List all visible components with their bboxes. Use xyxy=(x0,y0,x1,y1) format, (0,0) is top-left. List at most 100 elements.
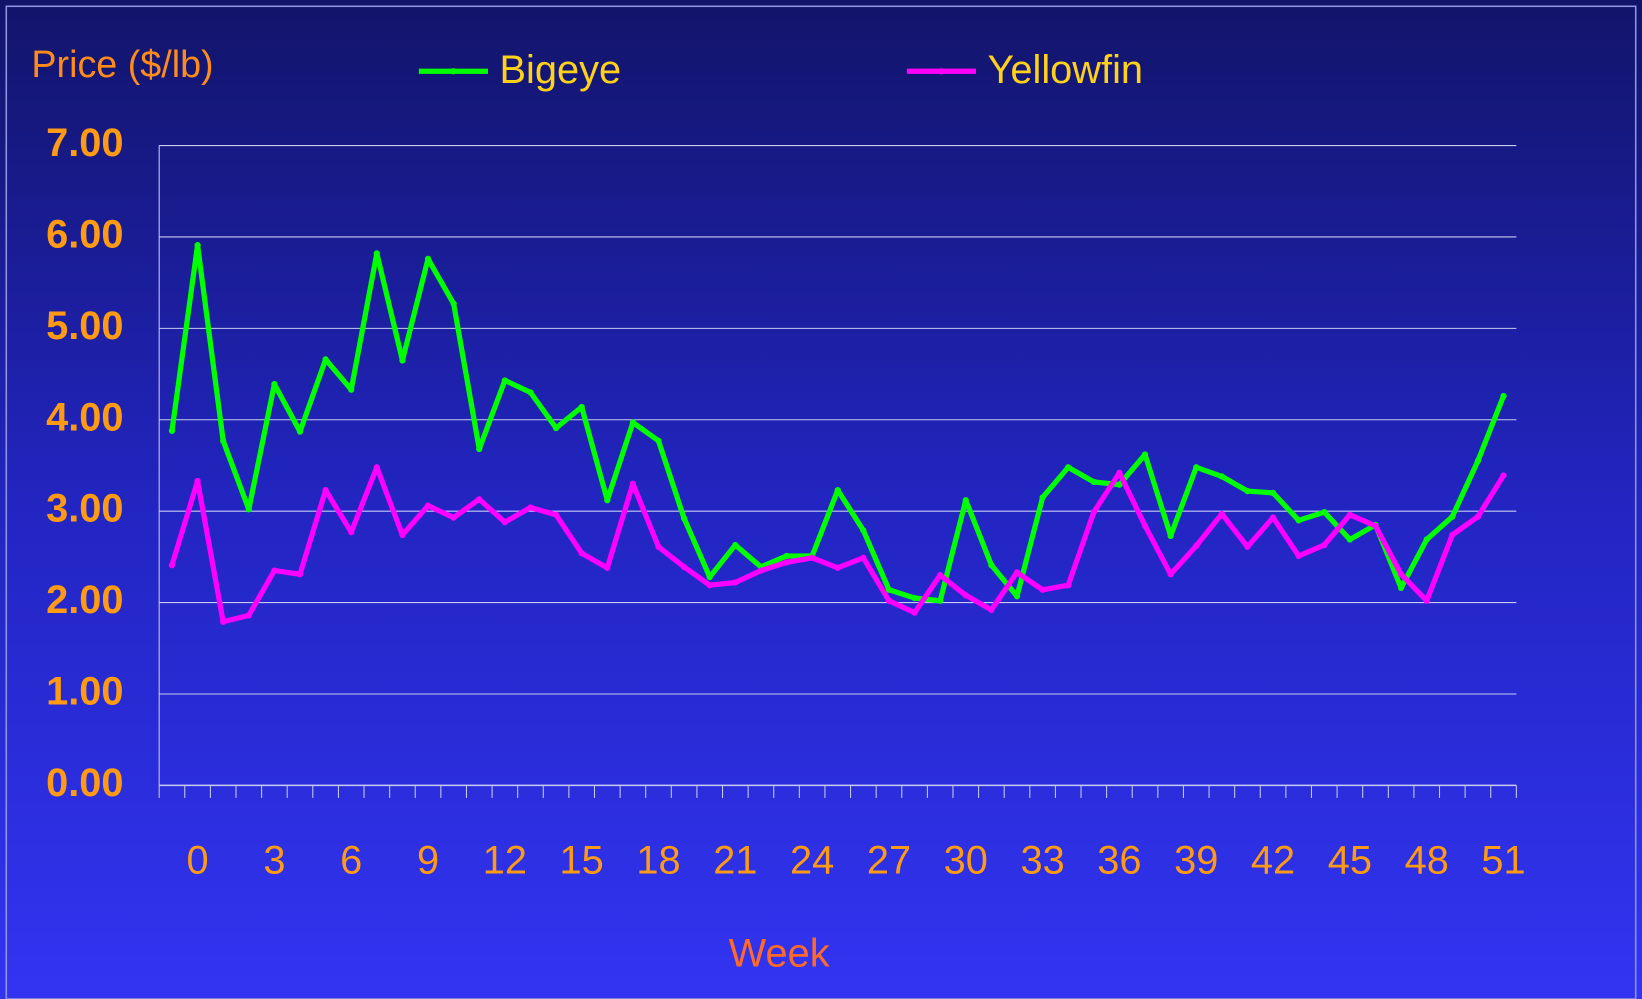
x-tick-label: 42 xyxy=(1251,838,1295,882)
x-tick-label: 39 xyxy=(1174,838,1218,882)
point xyxy=(373,250,380,257)
point xyxy=(783,552,790,560)
point xyxy=(527,389,534,396)
point xyxy=(1474,457,1482,465)
point xyxy=(168,561,176,569)
x-tick-label: 33 xyxy=(1020,838,1064,882)
x-tick-label: 9 xyxy=(417,838,439,882)
x-axis-label: Week xyxy=(729,932,830,976)
x-tick-label: 21 xyxy=(713,838,757,882)
point xyxy=(834,564,841,571)
point xyxy=(578,403,585,411)
point xyxy=(1116,469,1123,476)
point xyxy=(220,618,227,625)
point xyxy=(680,515,688,522)
point xyxy=(501,377,509,384)
point xyxy=(706,582,713,589)
point xyxy=(1423,597,1430,604)
point xyxy=(424,502,432,509)
legend-marker xyxy=(938,68,945,75)
point xyxy=(1372,522,1379,529)
x-tick-label: 3 xyxy=(263,838,285,882)
point xyxy=(348,529,355,536)
point xyxy=(937,572,944,579)
point xyxy=(322,487,329,494)
point xyxy=(194,242,201,249)
x-tick-label: 15 xyxy=(560,838,604,882)
point xyxy=(1295,517,1302,524)
point xyxy=(168,427,176,434)
point xyxy=(245,612,252,619)
point xyxy=(399,531,406,539)
point xyxy=(962,592,969,599)
point xyxy=(1167,532,1174,539)
point xyxy=(476,496,483,503)
point xyxy=(450,300,457,307)
point xyxy=(1474,513,1482,520)
point xyxy=(1269,489,1277,497)
point xyxy=(1065,464,1072,471)
point xyxy=(1449,531,1456,539)
point xyxy=(706,573,713,581)
legend-label: Bigeye xyxy=(500,48,622,92)
point xyxy=(348,386,355,393)
point xyxy=(1321,508,1328,516)
point xyxy=(629,480,637,487)
point xyxy=(322,356,329,363)
point xyxy=(1065,582,1072,589)
point xyxy=(527,504,534,511)
point xyxy=(988,561,995,569)
x-tick-label: 24 xyxy=(790,838,834,882)
point xyxy=(1346,536,1354,543)
point xyxy=(424,255,432,263)
point xyxy=(834,487,841,494)
point xyxy=(1218,473,1225,480)
point xyxy=(860,554,867,561)
point xyxy=(1500,392,1507,400)
y-tick-label: 1.00 xyxy=(46,669,123,713)
y-tick-label: 0.00 xyxy=(46,761,123,805)
point xyxy=(937,597,944,604)
point xyxy=(1346,511,1354,518)
chart-title: Price ($/lb) xyxy=(31,43,213,85)
y-tick-label: 5.00 xyxy=(46,304,123,348)
x-tick-label: 36 xyxy=(1097,838,1141,882)
point xyxy=(1449,513,1456,520)
point xyxy=(296,428,304,435)
point xyxy=(860,527,867,534)
x-tick-label: 6 xyxy=(340,838,362,882)
point xyxy=(450,514,457,521)
y-tick-label: 7.00 xyxy=(46,121,123,165)
point xyxy=(1193,542,1200,550)
y-tick-label: 6.00 xyxy=(46,212,123,256)
point xyxy=(629,419,637,426)
point xyxy=(1193,464,1200,471)
x-tick-label: 45 xyxy=(1328,838,1372,882)
point xyxy=(1141,451,1149,458)
point xyxy=(245,506,252,513)
legend-marker xyxy=(450,68,457,75)
frame xyxy=(5,5,1637,999)
y-tick-label: 2.00 xyxy=(46,578,123,622)
point xyxy=(373,464,380,471)
point xyxy=(194,477,201,485)
point xyxy=(885,597,893,604)
point xyxy=(1090,508,1097,516)
x-tick-label: 12 xyxy=(483,838,527,882)
x-tick-label: 30 xyxy=(944,838,988,882)
point xyxy=(911,594,918,602)
point xyxy=(732,541,739,549)
point xyxy=(1039,586,1046,593)
point xyxy=(783,559,790,566)
x-tick-label: 18 xyxy=(636,838,680,882)
point xyxy=(476,445,483,453)
point xyxy=(885,586,893,593)
point xyxy=(655,543,662,550)
point xyxy=(399,357,406,364)
point xyxy=(655,437,662,444)
point xyxy=(1423,536,1430,543)
point xyxy=(604,564,611,571)
point xyxy=(220,437,227,444)
